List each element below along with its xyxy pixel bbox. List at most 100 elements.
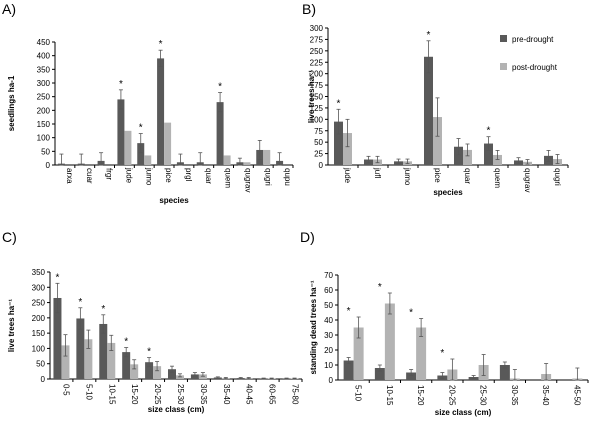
- y-tick-label: 300: [32, 283, 46, 292]
- y-tick-label: 200: [37, 106, 51, 115]
- y-tick-label: 200: [32, 314, 46, 323]
- y-axis-label: live trees ha⁻¹: [307, 70, 316, 123]
- significance-star: *: [337, 98, 341, 109]
- x-tick-label: 0-5: [61, 384, 70, 396]
- x-tick-label: 30-35: [510, 385, 519, 406]
- y-tick-label: 0: [46, 161, 51, 170]
- x-tick-label: 5-10: [84, 384, 93, 401]
- y-tick-label: 100: [310, 115, 324, 124]
- bar-post: [493, 154, 502, 165]
- bar-pre: [499, 365, 510, 380]
- x-tick-label: 10-15: [107, 384, 116, 405]
- y-tick-label: 200: [310, 70, 324, 79]
- x-tick-label: 30-35: [199, 384, 208, 405]
- x-tick-label: quem: [493, 168, 502, 188]
- x-tick-label: qugri: [553, 168, 562, 186]
- x-axis-label: size class (cm): [435, 408, 492, 417]
- x-tick-label: 60-65: [268, 384, 277, 405]
- x-tick-label: frgr: [105, 168, 114, 180]
- y-tick-label: 50: [36, 360, 45, 369]
- significance-star: *: [347, 306, 351, 317]
- bar-pre: [53, 297, 62, 379]
- x-tick-label: 45-50: [572, 385, 581, 406]
- significance-star: *: [427, 30, 431, 41]
- x-tick-label: 35-40: [222, 384, 231, 405]
- y-tick-label: 150: [37, 120, 51, 129]
- bar-post: [463, 149, 472, 165]
- bar-pre: [484, 143, 493, 165]
- bar-pre: [424, 56, 433, 165]
- y-tick-label: 100: [32, 344, 46, 353]
- bar-pre: [99, 323, 108, 379]
- bar-pre: [157, 58, 165, 165]
- x-tick-label: 15-20: [130, 384, 139, 405]
- significance-star: *: [487, 126, 491, 137]
- y-axis-label: standing dead trees ha⁻¹: [309, 280, 318, 374]
- x-tick-label: qupu: [283, 168, 292, 186]
- x-tick-label: qugrav: [523, 168, 532, 192]
- bar-post: [130, 364, 139, 379]
- y-tick-label: 60: [324, 286, 333, 295]
- x-tick-label: 25-30: [479, 385, 488, 406]
- y-tick-label: 150: [32, 329, 46, 338]
- significance-star: *: [56, 272, 60, 283]
- y-tick-label: 350: [32, 268, 46, 277]
- x-tick-label: 20-25: [153, 384, 162, 405]
- y-tick-label: 50: [41, 147, 50, 156]
- y-tick-label: 50: [314, 138, 323, 147]
- bar-pre: [406, 372, 417, 380]
- x-tick-label: quem: [224, 168, 233, 188]
- bar-pre: [454, 146, 463, 165]
- bar-pre: [190, 374, 199, 379]
- x-tick-label: 75-80: [291, 384, 300, 405]
- x-tick-label: 35-40: [541, 385, 550, 406]
- bar-pre: [334, 121, 343, 165]
- y-tick-label: 125: [310, 104, 324, 113]
- x-tick-label: 10-15: [385, 385, 394, 406]
- bar-pre: [216, 102, 224, 165]
- significance-star: *: [119, 79, 123, 90]
- bar-post: [223, 155, 231, 165]
- legend-label-post: post-drought: [512, 63, 558, 72]
- y-tick-label: 20: [324, 346, 333, 355]
- x-tick-label: qugri: [263, 168, 272, 186]
- y-tick-label: 300: [310, 24, 324, 33]
- bar-post: [243, 162, 251, 165]
- significance-star: *: [159, 39, 163, 50]
- bar-post: [164, 122, 172, 165]
- significance-star: *: [101, 304, 105, 315]
- x-axis-label: species: [433, 188, 463, 197]
- x-tick-label: qugrav: [243, 168, 252, 192]
- bar-pre: [117, 99, 125, 165]
- significance-star: *: [440, 348, 444, 359]
- y-tick-label: 350: [37, 65, 51, 74]
- bar-post: [153, 366, 162, 379]
- significance-star: *: [409, 308, 413, 319]
- x-tick-label: quar: [463, 168, 472, 184]
- significance-star: *: [218, 82, 222, 93]
- bar-post: [433, 117, 442, 165]
- legend-swatch-pre: [500, 35, 507, 42]
- panel-label: C): [2, 229, 17, 245]
- y-tick-label: 175: [310, 81, 324, 90]
- x-tick-label: 40-45: [245, 384, 254, 405]
- chart-panel-1: A) 0 50 100 150 200 250 300 350 400 450 seedlings h…: [2, 1, 294, 205]
- bar-post: [124, 130, 132, 165]
- significance-star: *: [139, 123, 143, 134]
- bar-pre: [145, 362, 154, 379]
- y-tick-label: 400: [37, 52, 51, 61]
- legend-swatch-post: [500, 63, 507, 70]
- x-tick-label: 25-30: [176, 384, 185, 405]
- chart-panel-2: B) 0 25 50 75 100 125 150 175 200 225 250 275 300 live…: [302, 1, 569, 197]
- legend-label-pre: pre-drought: [512, 35, 554, 44]
- y-tick-label: 0: [41, 375, 46, 384]
- x-tick-label: pice: [433, 168, 442, 183]
- y-axis-label: live trees ha⁻¹: [7, 299, 16, 352]
- y-tick-label: 250: [37, 93, 51, 102]
- y-tick-label: 25: [314, 150, 323, 159]
- bar-pre: [122, 352, 131, 379]
- panel-label: B): [302, 1, 316, 17]
- x-tick-label: 20-25: [447, 385, 456, 406]
- x-tick-label: arxa: [65, 168, 74, 184]
